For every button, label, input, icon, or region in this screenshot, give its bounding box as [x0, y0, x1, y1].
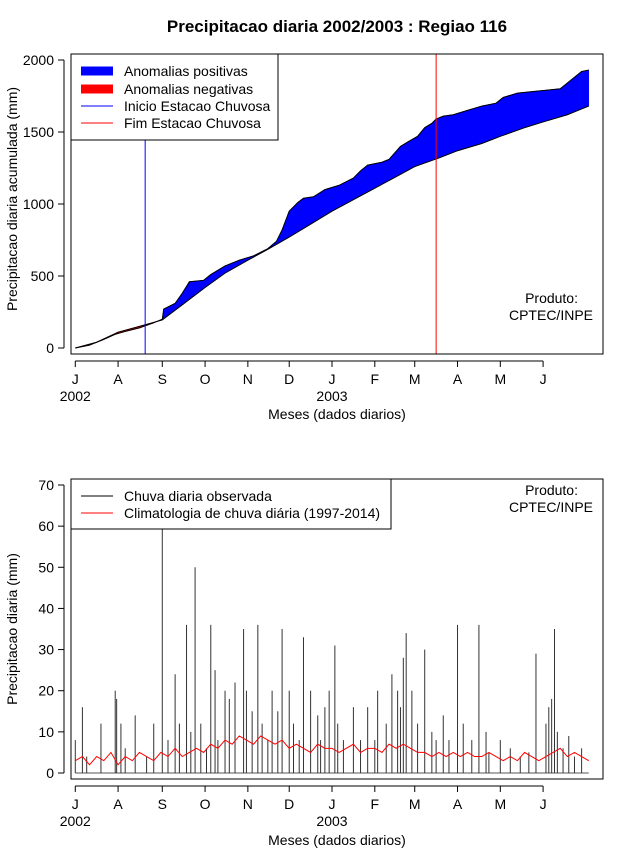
y-tick-label: 50: [38, 559, 54, 575]
y-tick-label: 500: [31, 268, 55, 284]
x-tick-label: D: [284, 796, 294, 812]
product-source-2: CPTEC/INPE: [509, 499, 593, 515]
product-label-1: Produto:: [525, 290, 578, 306]
x-axis-label-2: Meses (dados diarios): [268, 832, 406, 848]
y-tick-label: 30: [38, 642, 54, 658]
plot-frame-1: [70, 53, 604, 355]
legend-label-end: Fim Estacao Chuvosa: [124, 115, 261, 131]
plot-area-1: [75, 54, 590, 354]
x-tick-label: A: [453, 371, 463, 387]
x-axis-label-1: Meses (dados diarios): [268, 406, 406, 422]
plot-area-2: [74, 526, 589, 774]
legend-2: Chuva diaria observada Climatologia de c…: [70, 478, 392, 530]
x-tick-label: D: [284, 371, 294, 387]
x-tick-label: N: [243, 796, 253, 812]
chart-title: Precipitacao diaria 2002/2003 : Regiao 1…: [167, 17, 507, 36]
x-tick-label: J: [540, 796, 547, 812]
x-tick-label: A: [453, 796, 463, 812]
y-tick-label: 20: [38, 683, 54, 699]
x-tick-label: A: [113, 371, 123, 387]
y-tick-label: 0: [46, 340, 54, 356]
x-tick-label: O: [200, 371, 211, 387]
anomaly-segment: [587, 69, 590, 107]
x-tick-label: F: [371, 371, 380, 387]
x-tick-label: A: [113, 796, 123, 812]
x-tick-label: M: [409, 796, 421, 812]
observed-cumulative-line: [75, 69, 589, 349]
y-tick-label: 60: [38, 518, 54, 534]
y-tick-label: 0: [46, 765, 54, 781]
legend-label-observed: Chuva diaria observada: [124, 488, 272, 504]
y-tick-label: 2000: [23, 52, 54, 68]
y-tick-label: 40: [38, 600, 54, 616]
product-source-1: CPTEC/INPE: [509, 307, 593, 323]
climatology-cumulative-line: [75, 105, 589, 349]
x-tick-label: J: [72, 796, 79, 812]
product-label-2: Produto:: [525, 482, 578, 498]
legend-1: Anomalias positivas Anomalias negativas …: [70, 53, 279, 141]
x-year-label: 2003: [316, 813, 347, 829]
y-axis-label-2: Precipitacao diaria (mm): [4, 553, 20, 705]
legend-label-negative: Anomalias negativas: [124, 81, 253, 97]
x-year-label: 2002: [60, 388, 91, 404]
y-axis-1: 0 500 1000 1500 2000: [23, 52, 65, 356]
x-year-label: 2003: [316, 388, 347, 404]
x-tick-label: J: [72, 371, 79, 387]
x-tick-label: N: [243, 371, 253, 387]
legend-label-positive: Anomalias positivas: [124, 63, 248, 79]
x-tick-label: S: [158, 371, 167, 387]
x-tick-label: J: [329, 371, 336, 387]
x-tick-label: M: [494, 796, 506, 812]
y-tick-label: 70: [38, 477, 54, 493]
x-year-label: 2002: [60, 813, 91, 829]
y-axis-2: 0 10 20 30 40 50 60 70: [38, 477, 65, 781]
y-axis-label-1: Precipitacao diaria acumulada (mm): [4, 87, 20, 311]
legend-label-start: Inicio Estacao Chuvosa: [124, 98, 271, 114]
x-tick-label: F: [371, 796, 380, 812]
y-tick-label: 1500: [23, 124, 54, 140]
x-tick-label: J: [329, 796, 336, 812]
legend-label-climatology: Climatologia de chuva diária (1997-2014): [124, 505, 380, 521]
climatology-daily-line: [75, 735, 589, 766]
x-tick-label: O: [200, 796, 211, 812]
y-tick-label: 1000: [23, 196, 54, 212]
y-tick-label: 10: [38, 724, 54, 740]
x-tick-label: M: [494, 371, 506, 387]
x-tick-label: J: [540, 371, 547, 387]
x-tick-label: S: [158, 796, 167, 812]
x-tick-label: M: [409, 371, 421, 387]
